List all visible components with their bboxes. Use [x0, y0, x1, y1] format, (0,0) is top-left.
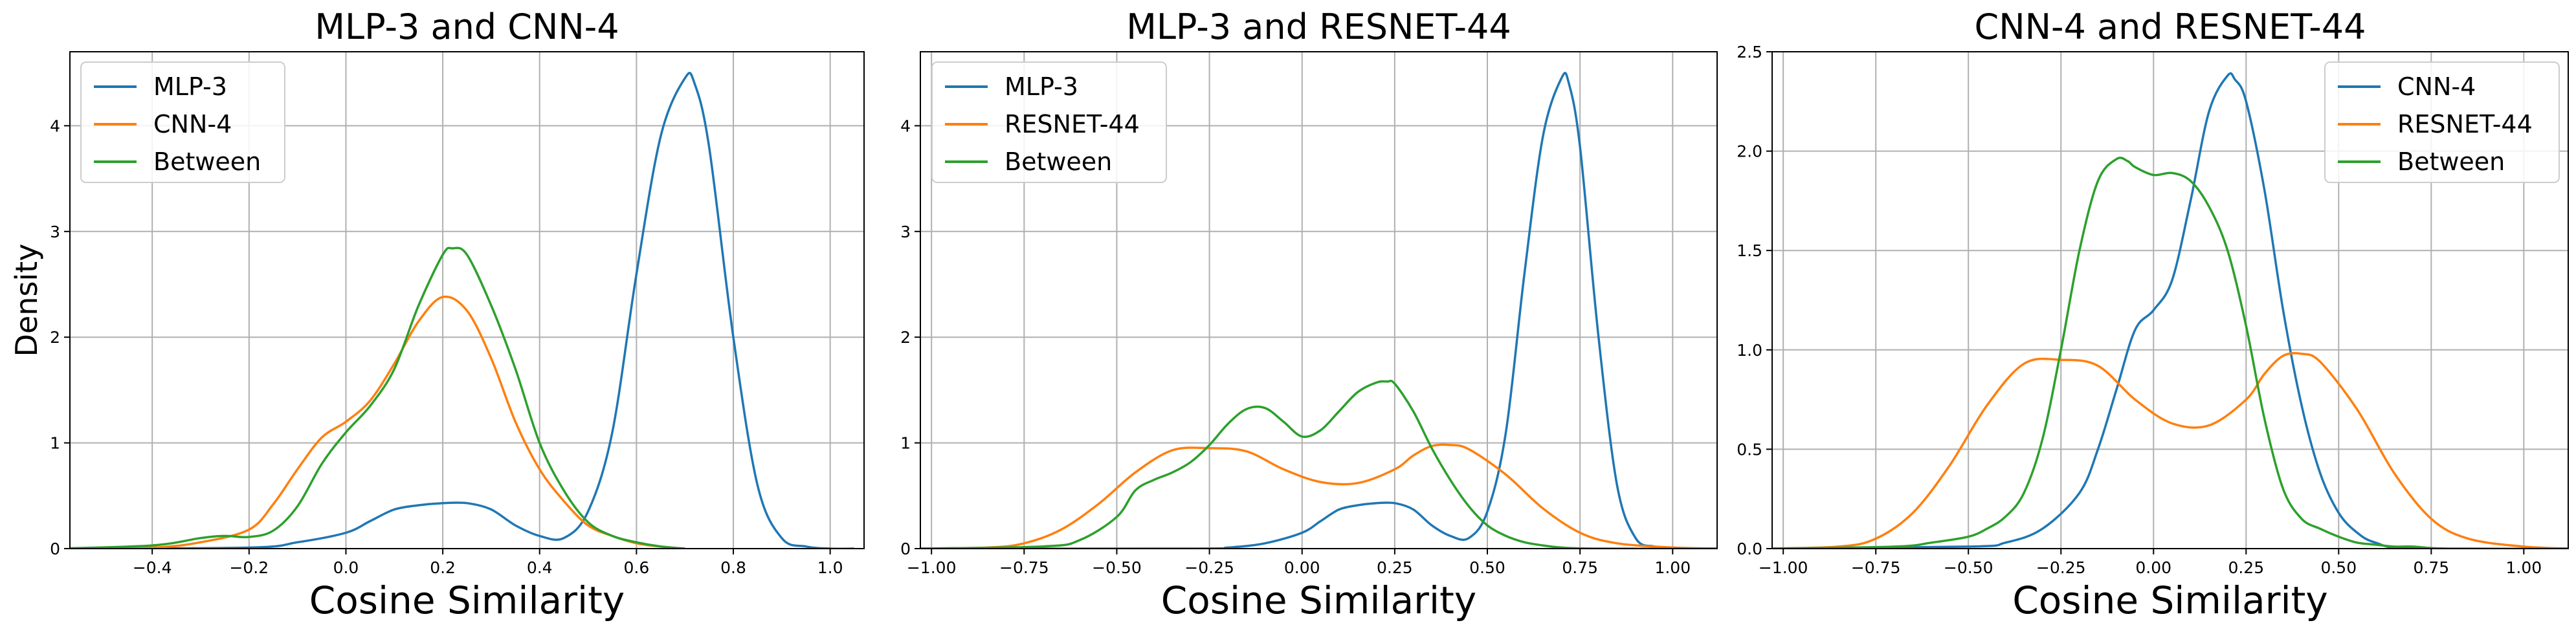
y-tick-label: 2.0: [1737, 142, 1762, 161]
legend-label: Between: [1005, 148, 1112, 176]
y-tick-label: 1: [900, 434, 911, 453]
x-tick-label: 0.0: [333, 558, 359, 577]
x-tick-label: 0.6: [623, 558, 649, 577]
x-tick-label: 0.00: [1284, 558, 1320, 577]
series-line-between: [1772, 157, 2568, 549]
x-tick-label: −0.4: [133, 558, 172, 577]
x-tick-label: 0.8: [720, 558, 746, 577]
legend-label: Between: [2397, 148, 2505, 176]
legend-label: RESNET-44: [2397, 110, 2533, 138]
x-tick-label: −0.75: [999, 558, 1049, 577]
legend-label: CNN-4: [2397, 72, 2476, 101]
subplot-3: −1.00 −0.75 −0.50 −0.25 0.00 0.25 0.50 0.75 1.00…: [1737, 6, 2569, 622]
axes-frame: [1771, 51, 2569, 549]
x-tick-label: 0.75: [1562, 558, 1598, 577]
series-line-between: [920, 379, 1717, 549]
chart-title: CNN-4 and RESNET-44: [1975, 6, 2366, 47]
x-tick-label: 1.00: [2506, 558, 2542, 577]
y-tick-label: 3: [900, 223, 911, 241]
x-axis-label: Cosine Similarity: [309, 578, 625, 622]
x-tick-label: 0.25: [2228, 558, 2264, 577]
y-tick-label: 2.5: [1737, 43, 1762, 61]
y-tick-label: 0: [50, 540, 60, 558]
y-tick-label: 1: [50, 434, 60, 453]
legend-label: RESNET-44: [1005, 110, 1140, 138]
legend: CNN-4 RESNET-44 Between: [2324, 61, 2560, 183]
y-tick-label: 2: [900, 328, 911, 347]
x-tick-label: −0.75: [1851, 558, 1901, 577]
legend-box: [80, 61, 285, 183]
x-tick-label: −0.50: [1944, 558, 1993, 577]
x-tick-label: 0.50: [1469, 558, 1505, 577]
series-line-cnn-4: [1772, 72, 2568, 549]
legend-label: CNN-4: [153, 110, 232, 138]
series-line-cnn-4: [70, 295, 685, 549]
y-tick-label: 4: [900, 116, 911, 135]
y-tick-label: 3: [50, 223, 60, 241]
y-tick-label: 0.5: [1737, 440, 1762, 459]
x-tick-label: 1.0: [817, 558, 843, 577]
axes-frame: [69, 51, 865, 549]
series-line-resnet-44: [1772, 352, 2568, 549]
legend-label: MLP-3: [1005, 72, 1078, 101]
subplot-2: −1.00 −0.75 −0.50 −0.25 0.00 0.25 0.50 0.75 1.00…: [900, 6, 1718, 622]
y-tick-label: 4: [50, 116, 60, 135]
legend-box: [931, 61, 1167, 183]
y-axis-label: Density: [9, 244, 44, 357]
axes-frame: [920, 51, 1718, 549]
x-tick-label: −1.00: [1759, 558, 1808, 577]
x-axis-label: Cosine Similarity: [2012, 578, 2327, 622]
x-tick-label: 0.25: [1377, 558, 1413, 577]
x-tick-label: 0.00: [2135, 558, 2171, 577]
x-tick-label: 0.4: [527, 558, 553, 577]
series-line-between: [70, 246, 685, 549]
subplot-1: −0.4 −0.2 0.0 0.2 0.4 0.6 0.8 1.0 0 1 2 3 4 MLP-3 and…: [9, 6, 865, 622]
x-tick-label: 0.50: [2320, 558, 2357, 577]
x-tick-label: 0.2: [430, 558, 456, 577]
x-tick-label: −0.25: [1184, 558, 1234, 577]
series-lines: [920, 72, 1717, 549]
series-line-resnet-44: [920, 443, 1717, 549]
x-tick-label: 1.00: [1654, 558, 1691, 577]
legend: MLP-3 CNN-4 Between: [80, 61, 285, 183]
legend: MLP-3 RESNET-44 Between: [931, 61, 1167, 183]
series-line-mlp-3: [70, 72, 854, 549]
x-tick-label: −0.2: [229, 558, 269, 577]
legend-label: Between: [153, 148, 261, 176]
x-tick-label: 0.75: [2413, 558, 2449, 577]
x-axis-label: Cosine Similarity: [1161, 578, 1476, 622]
y-tick-label: 0: [900, 540, 911, 558]
series-line-mlp-3: [920, 72, 1717, 549]
series-lines: [70, 72, 854, 549]
legend-label: MLP-3: [153, 72, 227, 101]
y-tick-label: 2: [50, 328, 60, 347]
chart-title: MLP-3 and CNN-4: [315, 6, 619, 47]
y-tick-label: 0.0: [1737, 540, 1762, 558]
y-tick-label: 1.0: [1737, 341, 1762, 360]
x-tick-label: −1.00: [907, 558, 957, 577]
x-tick-label: −0.25: [2036, 558, 2086, 577]
y-tick-label: 1.5: [1737, 241, 1762, 260]
series-lines: [1772, 72, 2568, 549]
x-tick-label: −0.50: [1092, 558, 1142, 577]
chart-title: MLP-3 and RESNET-44: [1126, 6, 1511, 47]
legend-box: [2324, 61, 2560, 183]
